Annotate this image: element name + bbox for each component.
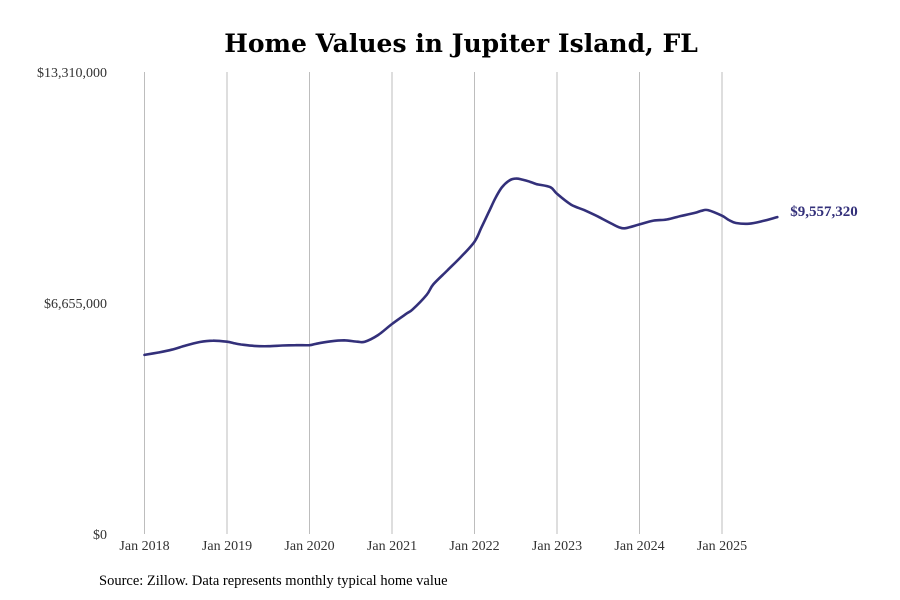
x-tick-label: Jan 2021 bbox=[367, 539, 417, 554]
y-tick-label: $0 bbox=[93, 528, 107, 543]
x-tick-label: Jan 2022 bbox=[449, 539, 499, 554]
x-tick-label: Jan 2018 bbox=[119, 539, 169, 554]
x-tick-label: Jan 2024 bbox=[614, 539, 664, 554]
series-line-home-value bbox=[143, 177, 779, 357]
x-tick-label: Jan 2025 bbox=[697, 539, 747, 554]
x-tick-label: Jan 2020 bbox=[284, 539, 334, 554]
chart-title: Home Values in Jupiter Island, FL bbox=[224, 29, 698, 58]
x-axis-ticks: Jan 2018 Jan 2019 Jan 2020 Jan 2021 Jan 2022… bbox=[119, 539, 747, 554]
y-tick-label: $13,310,000 bbox=[37, 66, 107, 81]
source-note: Source: Zillow. Data represents monthly … bbox=[99, 573, 448, 589]
x-tick-label: Jan 2019 bbox=[202, 539, 252, 554]
x-tick-label: Jan 2023 bbox=[532, 539, 582, 554]
y-axis-ticks: $0 $6,655,000 $13,310,000 bbox=[37, 66, 107, 543]
gridlines bbox=[144, 72, 723, 534]
y-tick-label: $6,655,000 bbox=[44, 297, 107, 312]
end-value-label: $9,557,320 bbox=[790, 204, 858, 220]
